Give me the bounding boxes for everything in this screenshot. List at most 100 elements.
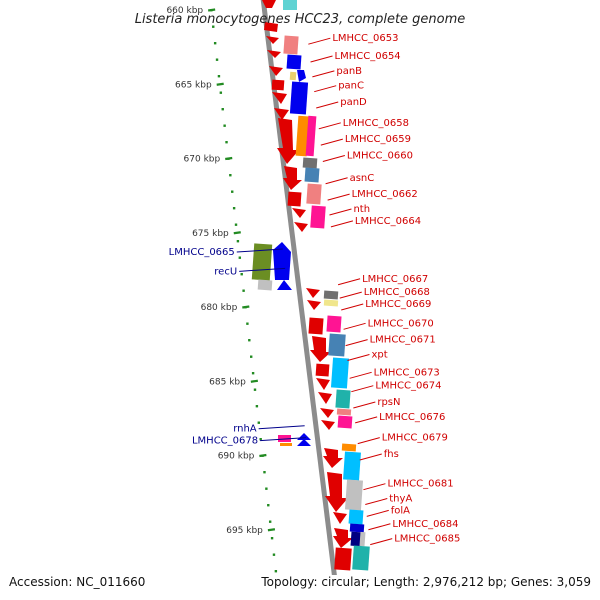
gene-label[interactable]: LMHCC_0671 (370, 335, 436, 346)
gene-arrow-red (274, 108, 289, 120)
gene-leader-line (325, 177, 348, 185)
gene-label[interactable]: thyA (389, 494, 412, 505)
gene-label[interactable]: LMHCC_0681 (387, 479, 453, 490)
gene-leader-line (329, 208, 352, 216)
gene-leader-line (365, 498, 388, 506)
gene-label[interactable]: LMHCC_0658 (343, 118, 409, 129)
gene-label[interactable]: nth (353, 204, 370, 215)
gene-block-teal (335, 389, 351, 409)
scale-ticks: 660 kbp 665 kbp 670 kbp 675 kbp 680 kbp 685 k… (166, 6, 276, 536)
gene-block-gray (323, 290, 339, 300)
gene-arrow-red (283, 166, 302, 190)
scale-dot (215, 58, 219, 61)
gene-label[interactable]: panC (338, 81, 364, 92)
gene-arrow-red (272, 92, 287, 104)
gene-label[interactable]: LMHCC_0669 (365, 299, 431, 310)
gene-leader-line (351, 385, 374, 393)
gene-label[interactable]: LMHCC_0674 (375, 381, 441, 392)
gene-label[interactable]: rpsN (377, 397, 400, 408)
scale-dot (251, 372, 255, 375)
scale-tick (242, 305, 250, 309)
scale-dot (234, 223, 238, 226)
scale-dot (263, 471, 266, 474)
gene-block-gray (359, 531, 366, 547)
scale-dot (253, 388, 257, 391)
gene-label[interactable]: LMHCC_0679 (382, 433, 448, 444)
gene-block-yellow (289, 71, 297, 81)
gene-arrow-red (321, 420, 335, 430)
scale-dot (270, 537, 274, 540)
gene-label[interactable]: LMHCC_0670 (368, 318, 434, 329)
gene-block-gray (257, 279, 273, 291)
scale-dot (212, 25, 215, 28)
gene-label[interactable]: LMHCC_0665 (169, 247, 235, 258)
gene-label[interactable]: folA (391, 505, 410, 516)
scale-dot (229, 174, 232, 177)
scale-dot (236, 240, 240, 243)
gene-labels: LMHCC_0653 LMHCC_0654 panB panC panD LMHCC_06… (169, 33, 460, 546)
gene-leader-line (316, 101, 339, 109)
scale-tick (225, 156, 233, 161)
gene-label[interactable]: asnC (350, 173, 375, 184)
gene-arrow-red (294, 222, 308, 232)
gene-leader-line (357, 437, 380, 445)
scale-tick (259, 453, 267, 458)
gene-label[interactable]: LMHCC_0654 (335, 51, 401, 62)
gene-block-orange (295, 115, 310, 157)
gene-label[interactable]: LMHCC_0676 (379, 412, 445, 423)
gene-leader-line (368, 523, 391, 531)
gene-arrow-red (269, 66, 283, 76)
gene-leader-line (322, 155, 345, 162)
gene-label[interactable]: recU (214, 266, 237, 277)
gene-label[interactable]: LMHCC_0684 (392, 519, 458, 530)
gene-arrow-red (277, 118, 299, 164)
gene-features (251, 0, 370, 571)
gene-arrow-blue (297, 70, 306, 82)
gene-block-steelblue (304, 167, 320, 183)
gene-leader-line (353, 401, 376, 409)
gene-block-magenta (337, 415, 353, 429)
gene-block-yellow (323, 299, 339, 307)
gene-arrow-red (320, 408, 334, 418)
gene-block-cyan (343, 451, 361, 481)
gene-label[interactable]: LMHCC_0667 (362, 274, 428, 285)
scale-dot (231, 190, 234, 193)
gene-label[interactable]: LMHCC_0653 (332, 33, 398, 44)
gene-leader-line (330, 220, 354, 228)
gene-block-orange (341, 443, 357, 452)
scale-dot (238, 256, 242, 259)
gene-arrow-red (264, 22, 278, 32)
gene-label[interactable]: rnhA (233, 424, 257, 435)
scale-tick (250, 379, 258, 383)
gene-label[interactable]: LMHCC_0662 (352, 189, 418, 200)
gene-label[interactable]: LMHCC_0673 (374, 367, 440, 378)
gene-label[interactable]: LMHCC_0668 (364, 287, 430, 298)
scale-tick (207, 8, 216, 12)
gene-arrow-red (266, 36, 279, 44)
gene-label[interactable]: fhs (384, 449, 399, 460)
gene-label[interactable]: LMHCC_0659 (345, 134, 411, 145)
gene-label[interactable]: panB (336, 66, 362, 77)
scale-dotted-line (210, 9, 278, 573)
gene-block-cyan (283, 0, 297, 10)
gene-block-magenta (310, 205, 326, 229)
gene-block-magenta (305, 115, 317, 157)
genome-summary-text: Topology: circular; Length: 2,976,212 bp… (260, 575, 591, 589)
gene-block-magenta (278, 435, 291, 442)
gene-leader-line (337, 278, 361, 286)
gene-arrow-red (262, 0, 276, 8)
gene-leader-line (366, 509, 389, 517)
gene-leader-line (260, 437, 307, 442)
gene-label[interactable]: LMHCC_0685 (394, 534, 460, 545)
gene-leader-line (363, 483, 386, 491)
gene-label[interactable]: LMHCC_0678 (192, 436, 258, 447)
gene-block-blue (349, 523, 365, 533)
scale-dot (272, 553, 276, 556)
gene-arrow-red (333, 528, 353, 548)
gene-label[interactable]: LMHCC_0664 (355, 216, 421, 227)
gene-leader-line (239, 267, 286, 272)
gene-label[interactable]: LMHCC_0660 (347, 151, 413, 162)
gene-label[interactable]: panD (340, 97, 367, 108)
scale-dot (221, 108, 224, 111)
gene-label[interactable]: xpt (371, 349, 387, 360)
